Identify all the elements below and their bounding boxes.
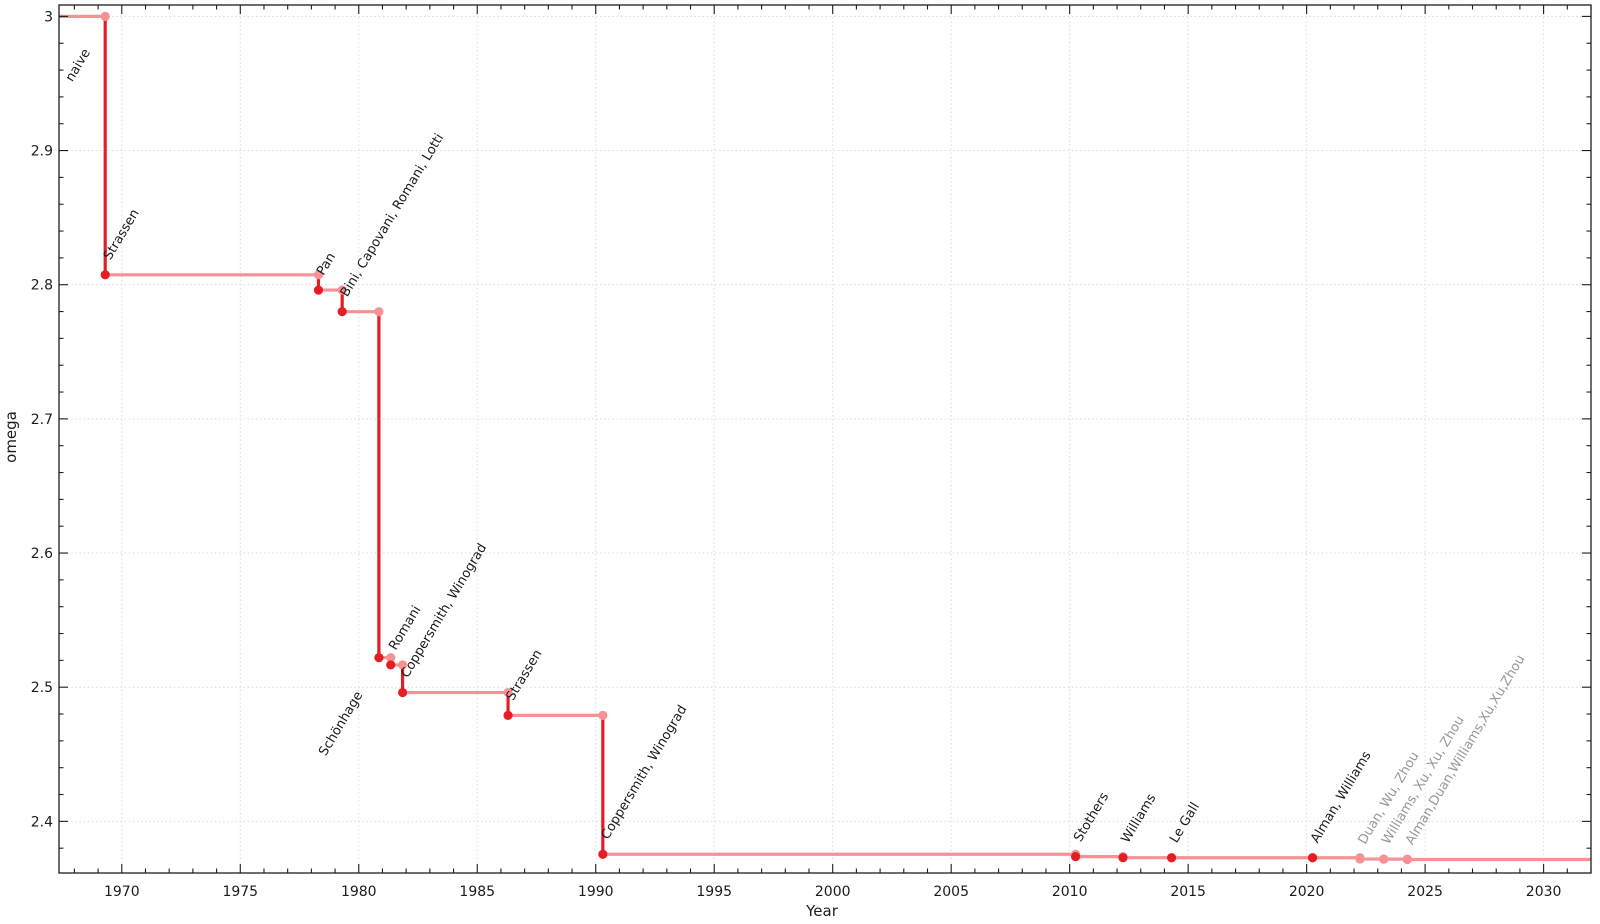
event-point-alman-williams-2020	[1307, 853, 1318, 863]
y-tick-label: 2.4	[31, 814, 53, 830]
x-tick-label: 2010	[1052, 884, 1088, 900]
y-tick-label: 2.9	[31, 144, 53, 160]
event-point-strassen-1986	[503, 710, 513, 720]
event-point-stothers-2010	[1070, 852, 1081, 862]
event-point-strassen-1969	[100, 270, 110, 280]
corner-point	[374, 307, 384, 317]
x-tick-label: 1975	[222, 884, 258, 900]
event-point-romani-1981	[386, 660, 396, 670]
omega-series	[59, 11, 1591, 865]
tick-labels: 1970 1975 1980 1985 1990 1995 2000 2005 2010 2015…	[31, 9, 1562, 900]
corner-point	[100, 11, 110, 22]
grid-lines	[59, 5, 1591, 873]
x-tick-label: 2025	[1407, 884, 1443, 900]
y-tick-label: 3	[44, 9, 53, 25]
x-tick-label: 2020	[1289, 884, 1325, 900]
axis-labels: Year omega	[2, 411, 839, 920]
x-tick-label: 1970	[104, 884, 140, 900]
x-tick-label: 2005	[933, 884, 969, 900]
corner-point	[386, 653, 396, 663]
corner-point	[337, 285, 347, 295]
x-tick-label: 2030	[1526, 884, 1562, 900]
y-tick-label: 2.5	[31, 680, 53, 696]
event-point-coppersmith-winograd-1981	[398, 687, 408, 698]
axis-ticks	[59, 5, 1592, 873]
x-tick-label: 1985	[459, 884, 495, 900]
x-tick-label: 1995	[696, 884, 732, 900]
y-tick-label: 2.6	[31, 546, 53, 562]
corner-point	[503, 687, 513, 698]
corner-point	[398, 660, 408, 670]
y-tick-label: 2.8	[31, 278, 53, 294]
corner-point	[313, 270, 324, 280]
event-point-coppersmith-winograd-1990	[598, 849, 608, 859]
event-point-williams-xu-xu-zhou-2023	[1379, 854, 1389, 864]
event-point-pan-1978	[313, 285, 324, 295]
corner-point	[598, 710, 608, 720]
event-point-bini-capovani-romani-lotti-1979	[337, 307, 347, 317]
x-tick-label: 1980	[341, 884, 377, 900]
event-point-le-gall-2014	[1166, 853, 1177, 863]
x-tick-label: 2000	[815, 884, 851, 900]
event-point-alman-duan-williams-xu-xu-zhou-2024	[1402, 854, 1412, 865]
y-tick-label: 2.7	[31, 412, 53, 428]
x-tick-label: 1990	[578, 884, 614, 900]
event-point-duan-wu-zhou-2022	[1355, 854, 1365, 864]
x-tick-label: 2015	[1170, 884, 1206, 900]
event-point-sch-nhage-1980	[374, 653, 384, 663]
x-axis-label: Year	[805, 902, 839, 920]
event-point-williams-2012	[1118, 853, 1128, 863]
plot-frame	[58, 4, 1592, 874]
y-axis-label: omega	[2, 411, 20, 463]
